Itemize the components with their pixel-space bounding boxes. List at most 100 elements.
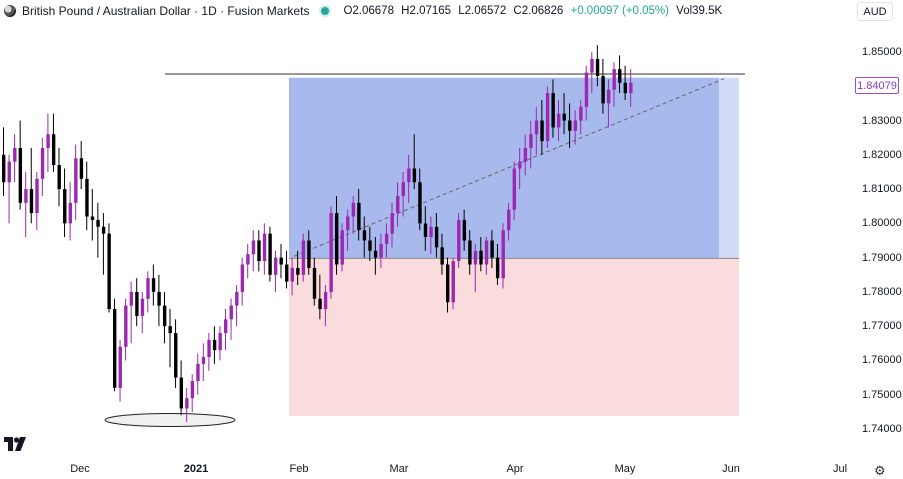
candle[interactable] (179, 360, 183, 416)
candle[interactable] (107, 223, 111, 313)
candle[interactable] (451, 257, 455, 310)
candle[interactable] (18, 120, 23, 210)
candle[interactable] (606, 79, 611, 128)
candle[interactable] (63, 168, 67, 238)
candle[interactable] (618, 55, 622, 94)
candle[interactable] (190, 374, 195, 412)
candle[interactable] (162, 291, 167, 344)
candle[interactable] (534, 106, 539, 155)
candle[interactable] (573, 110, 578, 145)
candle[interactable] (113, 298, 117, 392)
candle[interactable] (412, 134, 417, 190)
candle[interactable] (429, 216, 433, 255)
candle[interactable] (151, 264, 156, 306)
profit-zone-remaining[interactable] (719, 77, 739, 259)
candle[interactable] (384, 223, 389, 258)
candle[interactable] (329, 206, 333, 299)
candle[interactable] (351, 195, 356, 234)
candle[interactable] (246, 243, 250, 279)
candle[interactable] (340, 223, 344, 272)
candle[interactable] (296, 250, 300, 286)
candle[interactable] (318, 274, 322, 320)
candle[interactable] (140, 291, 145, 334)
candle[interactable] (373, 237, 378, 275)
candle[interactable] (457, 213, 461, 268)
candle[interactable] (501, 223, 505, 289)
candle[interactable] (368, 226, 372, 262)
candle[interactable] (74, 144, 78, 220)
candle[interactable] (551, 79, 555, 138)
candle[interactable] (301, 233, 306, 282)
candle[interactable] (335, 195, 339, 275)
gear-icon[interactable]: ⚙ (874, 463, 886, 478)
candle[interactable] (495, 243, 500, 286)
trend-line[interactable] (293, 78, 725, 257)
candle[interactable] (196, 353, 200, 395)
candle[interactable] (146, 271, 150, 313)
candle[interactable] (218, 326, 222, 361)
candle[interactable] (440, 233, 444, 275)
candle[interactable] (13, 134, 17, 183)
candle[interactable] (212, 326, 217, 364)
candle[interactable] (590, 52, 594, 94)
candle[interactable] (290, 257, 294, 296)
profit-zone[interactable] (289, 77, 719, 259)
candle[interactable] (562, 93, 566, 135)
candle[interactable] (157, 274, 161, 327)
candle[interactable] (390, 202, 394, 248)
candle[interactable] (57, 147, 61, 207)
candle[interactable] (135, 278, 139, 327)
candle[interactable] (612, 62, 616, 107)
symbol-title[interactable]: British Pound / Australian Dollar · 1D ·… (22, 4, 310, 18)
candle[interactable] (584, 65, 589, 121)
candle[interactable] (462, 209, 467, 251)
candle[interactable] (40, 137, 45, 196)
candle[interactable] (124, 298, 128, 361)
candle[interactable] (46, 113, 50, 172)
candle[interactable] (90, 189, 95, 241)
candle[interactable] (479, 237, 483, 272)
candle[interactable] (379, 233, 383, 268)
candle[interactable] (357, 189, 361, 241)
candle[interactable] (529, 120, 533, 169)
market-status-icon[interactable] (321, 7, 330, 15)
candle[interactable] (168, 309, 172, 368)
candle[interactable] (174, 319, 178, 388)
candle[interactable] (545, 86, 550, 148)
candle[interactable] (601, 58, 605, 114)
candle[interactable] (51, 113, 56, 172)
candle[interactable] (262, 223, 267, 275)
candle[interactable] (68, 182, 72, 241)
candle[interactable] (629, 69, 633, 107)
candle[interactable] (473, 243, 478, 292)
candle[interactable] (401, 171, 405, 217)
candle[interactable] (118, 339, 122, 402)
candle[interactable] (201, 343, 206, 382)
candle[interactable] (362, 216, 367, 258)
candle[interactable] (512, 161, 516, 220)
candle[interactable] (35, 171, 39, 231)
candle[interactable] (312, 257, 317, 306)
candle[interactable] (434, 213, 439, 258)
candle[interactable] (29, 147, 34, 224)
candle[interactable] (240, 257, 245, 306)
candle[interactable] (595, 45, 600, 87)
candle[interactable] (418, 168, 422, 231)
tradingview-logo-icon[interactable] (4, 437, 28, 451)
candle[interactable] (323, 285, 328, 327)
candle[interactable] (129, 281, 134, 344)
candle[interactable] (251, 230, 256, 272)
candle[interactable] (307, 230, 311, 275)
candle[interactable] (85, 161, 89, 231)
candle[interactable] (407, 154, 411, 203)
candle[interactable] (185, 387, 189, 423)
candle[interactable] (484, 237, 489, 275)
candle[interactable] (96, 202, 100, 258)
candle[interactable] (235, 285, 239, 327)
candle[interactable] (518, 147, 522, 190)
candle[interactable] (490, 230, 494, 268)
candle[interactable] (224, 309, 228, 351)
candle[interactable] (623, 65, 627, 100)
candle[interactable] (79, 141, 84, 190)
